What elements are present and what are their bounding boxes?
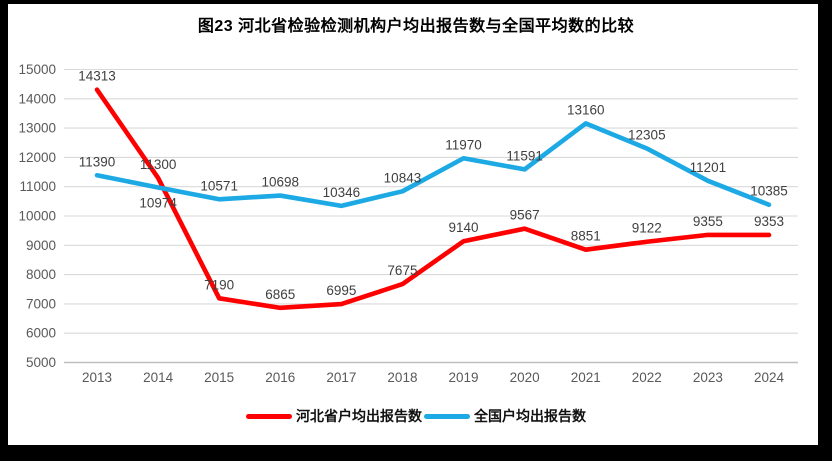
y-axis-tick-label: 8000: [26, 267, 56, 282]
y-axis-tick-label: 10000: [18, 209, 56, 224]
chart-title: 图23 河北省检验检测机构户均出报告数与全国平均数的比较: [197, 18, 635, 35]
national-data-label: 10385: [750, 184, 788, 199]
hebei-data-label: 7190: [204, 277, 234, 292]
legend-label-hebei: 河北省户均出报告数: [296, 408, 422, 424]
y-axis-tick-label: 12000: [18, 150, 56, 165]
x-axis-tick-label: 2022: [632, 370, 662, 385]
national-data-label: 11970: [445, 137, 482, 152]
national-data-label: 11591: [506, 148, 543, 163]
x-axis-tick-label: 2016: [265, 370, 295, 385]
legend-item-national: 全国户均出报告数: [424, 406, 586, 426]
national-data-label: 10974: [139, 195, 177, 210]
hebei-data-label: 6865: [265, 287, 295, 302]
national-data-label: 11201: [690, 160, 727, 175]
legend-item-hebei: 河北省户均出报告数: [246, 406, 422, 426]
x-axis-tick-label: 2017: [326, 370, 356, 385]
x-axis-tick-label: 2019: [449, 370, 479, 385]
y-axis-tick-label: 15000: [18, 62, 56, 77]
hebei-data-label: 9567: [510, 208, 540, 223]
y-axis-tick-label: 7000: [26, 296, 56, 311]
national-series-line: [94, 121, 772, 209]
hebei-data-label: 7675: [387, 263, 417, 278]
y-axis-tick-label: 5000: [26, 355, 56, 370]
y-axis-tick-label: 11000: [19, 179, 56, 194]
national-data-label: 11390: [79, 154, 116, 169]
national-data-label: 10346: [323, 185, 361, 200]
hebei-data-label: 8851: [571, 229, 601, 244]
hebei-data-label: 9140: [449, 220, 479, 235]
y-axis-tick-label: 13000: [18, 121, 56, 136]
chart-canvas: [8, 4, 818, 445]
hebei-data-label: 9353: [754, 214, 784, 229]
hebei-data-label: 6995: [326, 283, 356, 298]
national-line-swatch: [424, 413, 470, 419]
hebei-data-label: 9122: [632, 221, 662, 236]
x-axis-tick-label: 2024: [754, 370, 785, 385]
hebei-data-label: 9355: [693, 214, 723, 229]
national-data-label: 10571: [200, 178, 238, 193]
hebei-data-label: 14313: [78, 69, 116, 84]
y-axis-tick-label: 6000: [26, 326, 56, 341]
y-axis-tick-label: 14000: [18, 91, 56, 106]
hebei-series-line: [94, 87, 772, 311]
y-axis-tick-label: 9000: [26, 238, 56, 253]
hebei-line-swatch: [246, 413, 292, 419]
national-data-label: 12305: [628, 127, 666, 142]
national-data-label: 10843: [384, 170, 422, 185]
x-axis-tick-label: 2020: [510, 370, 540, 385]
legend-label-national: 全国户均出报告数: [474, 408, 586, 424]
x-axis-tick-label: 2018: [387, 370, 417, 385]
chart-legend: 河北省户均出报告数 全国户均出报告数: [0, 406, 832, 426]
x-axis-tick-label: 2023: [693, 370, 723, 385]
x-axis-tick-label: 2015: [204, 370, 234, 385]
national-data-label: 10698: [261, 175, 299, 190]
x-axis-tick-label: 2013: [82, 370, 112, 385]
x-axis-tick-label: 2014: [143, 370, 174, 385]
x-axis-tick-label: 2021: [571, 370, 601, 385]
hebei-data-label: 11300: [140, 157, 177, 172]
national-data-label: 13160: [567, 102, 605, 117]
